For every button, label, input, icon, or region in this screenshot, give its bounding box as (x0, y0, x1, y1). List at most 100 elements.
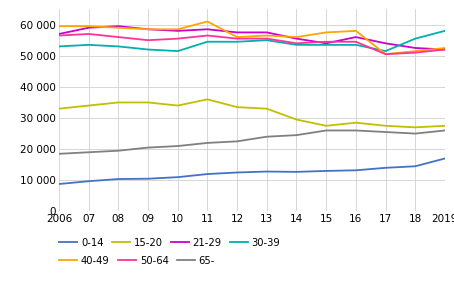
Line: 40-49: 40-49 (59, 21, 445, 54)
50-64 (234, 37, 240, 40)
Line: 30-39: 30-39 (59, 31, 445, 51)
50-64 (323, 40, 329, 43)
Line: 21-29: 21-29 (59, 26, 445, 50)
30-39 (442, 29, 448, 33)
0-14 (294, 170, 299, 174)
15-20 (145, 101, 151, 104)
65- (205, 141, 210, 145)
15-20 (86, 104, 91, 108)
65- (323, 129, 329, 132)
40-49 (234, 35, 240, 39)
15-20 (294, 118, 299, 121)
Line: 50-64: 50-64 (59, 34, 445, 54)
65- (353, 129, 359, 132)
40-49 (442, 46, 448, 50)
30-39 (294, 43, 299, 47)
40-49 (323, 31, 329, 34)
21-29 (383, 41, 388, 45)
15-20 (205, 98, 210, 101)
0-14 (56, 182, 62, 186)
15-20 (383, 124, 388, 128)
21-29 (116, 24, 121, 28)
40-49 (294, 35, 299, 39)
65- (86, 150, 91, 154)
40-49 (56, 24, 62, 28)
15-20 (175, 104, 181, 108)
0-14 (353, 169, 359, 172)
65- (383, 130, 388, 134)
21-29 (442, 48, 448, 51)
65- (264, 135, 270, 139)
40-49 (353, 29, 359, 33)
65- (56, 152, 62, 156)
0-14 (264, 170, 270, 173)
40-49 (205, 20, 210, 23)
30-39 (116, 45, 121, 48)
50-64 (294, 41, 299, 45)
30-39 (234, 40, 240, 43)
40-49 (264, 34, 270, 37)
15-20 (116, 101, 121, 104)
15-20 (323, 124, 329, 128)
21-29 (175, 29, 181, 33)
0-14 (442, 157, 448, 160)
30-39 (56, 45, 62, 48)
50-64 (413, 51, 418, 54)
21-29 (234, 31, 240, 34)
15-20 (264, 107, 270, 111)
65- (145, 146, 151, 149)
15-20 (413, 126, 418, 129)
40-49 (145, 27, 151, 31)
40-49 (86, 24, 91, 28)
21-29 (323, 41, 329, 45)
Line: 65-: 65- (59, 130, 445, 154)
21-29 (294, 37, 299, 40)
0-14 (234, 171, 240, 174)
30-39 (353, 43, 359, 47)
30-39 (383, 49, 388, 53)
65- (234, 140, 240, 143)
21-29 (205, 27, 210, 31)
40-49 (383, 52, 388, 56)
30-39 (413, 37, 418, 40)
30-39 (145, 48, 151, 51)
65- (294, 133, 299, 137)
50-64 (442, 48, 448, 51)
0-14 (116, 177, 121, 181)
30-39 (323, 43, 329, 47)
21-29 (353, 35, 359, 39)
50-64 (383, 52, 388, 56)
50-64 (86, 32, 91, 36)
30-39 (86, 43, 91, 47)
50-64 (353, 40, 359, 43)
Line: 15-20: 15-20 (59, 99, 445, 127)
21-29 (56, 32, 62, 36)
50-64 (56, 34, 62, 37)
0-14 (145, 177, 151, 181)
Line: 0-14: 0-14 (59, 159, 445, 184)
30-39 (264, 38, 270, 42)
0-14 (175, 175, 181, 179)
0-14 (86, 179, 91, 183)
21-29 (413, 46, 418, 50)
40-49 (116, 26, 121, 30)
21-29 (145, 27, 151, 31)
50-64 (264, 37, 270, 40)
0-14 (413, 165, 418, 168)
65- (442, 129, 448, 132)
0-14 (383, 166, 388, 170)
0-14 (205, 172, 210, 176)
Legend: 40-49, 50-64, 65-: 40-49, 50-64, 65- (59, 256, 215, 266)
21-29 (264, 31, 270, 34)
30-39 (205, 40, 210, 43)
15-20 (442, 124, 448, 128)
40-49 (413, 49, 418, 53)
65- (413, 132, 418, 135)
15-20 (234, 105, 240, 109)
40-49 (175, 27, 181, 31)
15-20 (56, 107, 62, 111)
30-39 (175, 49, 181, 53)
50-64 (145, 38, 151, 42)
15-20 (353, 121, 359, 124)
65- (175, 144, 181, 148)
